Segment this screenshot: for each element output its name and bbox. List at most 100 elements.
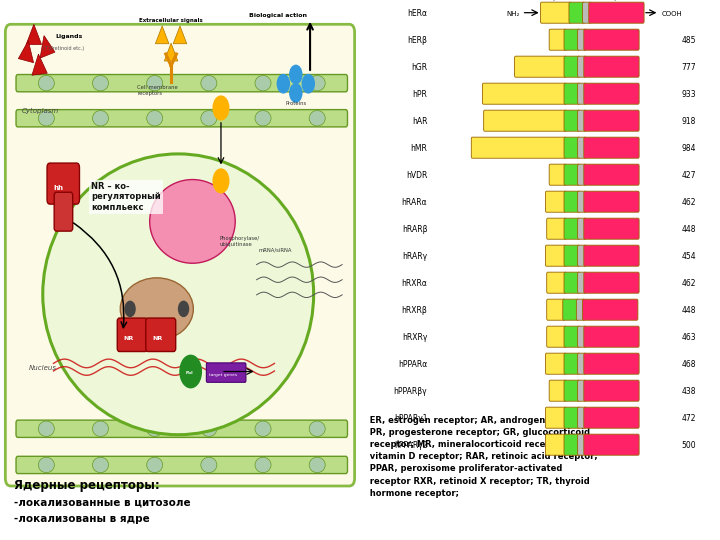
FancyBboxPatch shape: [584, 407, 639, 428]
FancyBboxPatch shape: [563, 299, 579, 320]
FancyBboxPatch shape: [582, 2, 591, 23]
Text: Biological action: Biological action: [249, 14, 307, 18]
Circle shape: [213, 96, 229, 120]
FancyBboxPatch shape: [16, 110, 348, 127]
Ellipse shape: [201, 421, 217, 436]
FancyBboxPatch shape: [564, 272, 580, 293]
Text: Pol: Pol: [185, 371, 193, 375]
FancyBboxPatch shape: [577, 56, 586, 77]
Ellipse shape: [255, 111, 271, 126]
FancyBboxPatch shape: [564, 29, 580, 50]
Ellipse shape: [309, 457, 325, 472]
FancyBboxPatch shape: [584, 191, 639, 212]
Text: 462: 462: [682, 198, 696, 207]
Text: Ligands: Ligands: [55, 34, 83, 39]
Text: Cytoplasm: Cytoplasm: [22, 109, 58, 114]
Text: -локализованы в ядре: -локализованы в ядре: [14, 514, 150, 524]
FancyBboxPatch shape: [577, 137, 586, 158]
FancyBboxPatch shape: [546, 299, 565, 320]
FancyBboxPatch shape: [584, 353, 639, 374]
FancyBboxPatch shape: [564, 434, 580, 455]
FancyBboxPatch shape: [549, 29, 566, 50]
Text: hRARα: hRARα: [402, 198, 427, 207]
FancyBboxPatch shape: [549, 380, 566, 401]
Text: 933: 933: [682, 90, 696, 99]
Ellipse shape: [147, 76, 163, 91]
FancyBboxPatch shape: [564, 164, 580, 185]
Ellipse shape: [92, 421, 109, 436]
Ellipse shape: [201, 111, 217, 126]
FancyBboxPatch shape: [584, 164, 639, 185]
FancyBboxPatch shape: [117, 318, 147, 352]
FancyBboxPatch shape: [207, 363, 246, 382]
Text: NH₂: NH₂: [506, 11, 520, 17]
FancyBboxPatch shape: [584, 245, 639, 266]
Text: NR: NR: [152, 336, 163, 341]
FancyBboxPatch shape: [577, 434, 586, 455]
Ellipse shape: [38, 457, 54, 472]
Ellipse shape: [92, 111, 109, 126]
Text: (T3/retinoid etc.): (T3/retinoid etc.): [42, 46, 84, 51]
FancyBboxPatch shape: [589, 2, 644, 23]
Text: hRXRγ: hRXRγ: [402, 333, 427, 342]
FancyBboxPatch shape: [577, 191, 586, 212]
Text: 427: 427: [682, 171, 696, 180]
FancyBboxPatch shape: [584, 137, 639, 158]
Text: NR: NR: [124, 336, 134, 341]
Text: NR – ко-
регуляторный
компльекс: NR – ко- регуляторный компльекс: [91, 182, 161, 212]
FancyBboxPatch shape: [577, 245, 586, 266]
FancyBboxPatch shape: [546, 218, 566, 239]
Text: 462: 462: [682, 279, 696, 288]
Text: Extracellular signals: Extracellular signals: [139, 18, 203, 23]
FancyBboxPatch shape: [16, 456, 348, 474]
FancyBboxPatch shape: [577, 407, 586, 428]
Text: C: C: [574, 0, 580, 1]
FancyBboxPatch shape: [546, 191, 566, 212]
FancyBboxPatch shape: [584, 110, 639, 131]
Text: Cell membrane
receptors: Cell membrane receptors: [138, 85, 178, 96]
Text: hERβ: hERβ: [408, 36, 427, 45]
Text: Phosphorylase/
ubiquitinase: Phosphorylase/ ubiquitinase: [219, 236, 259, 247]
FancyBboxPatch shape: [54, 192, 73, 231]
Ellipse shape: [92, 76, 109, 91]
FancyBboxPatch shape: [584, 83, 639, 104]
FancyBboxPatch shape: [564, 407, 580, 428]
FancyBboxPatch shape: [484, 110, 566, 131]
Ellipse shape: [38, 76, 54, 91]
FancyBboxPatch shape: [577, 110, 586, 131]
Circle shape: [289, 84, 302, 102]
Ellipse shape: [38, 111, 54, 126]
FancyBboxPatch shape: [577, 218, 586, 239]
Ellipse shape: [255, 457, 271, 472]
FancyBboxPatch shape: [546, 272, 566, 293]
FancyBboxPatch shape: [577, 272, 586, 293]
Text: A/B: A/B: [548, 0, 564, 1]
FancyBboxPatch shape: [584, 380, 639, 401]
Text: hRARγ: hRARγ: [402, 252, 427, 261]
FancyBboxPatch shape: [564, 245, 580, 266]
FancyBboxPatch shape: [5, 24, 355, 486]
Text: hRXRβ: hRXRβ: [402, 306, 427, 315]
FancyBboxPatch shape: [546, 434, 566, 455]
Text: 485: 485: [682, 36, 696, 45]
Text: mRNA/siRNA: mRNA/siRNA: [258, 247, 292, 252]
Text: D: D: [583, 0, 590, 1]
Text: hAR: hAR: [412, 117, 427, 126]
Text: hPPARγ1: hPPARγ1: [394, 414, 427, 423]
Text: hPR: hPR: [413, 90, 427, 99]
Ellipse shape: [309, 111, 325, 126]
FancyBboxPatch shape: [564, 83, 580, 104]
FancyBboxPatch shape: [546, 353, 566, 374]
Ellipse shape: [120, 278, 194, 340]
FancyBboxPatch shape: [515, 56, 566, 77]
Text: hPPARβγ: hPPARβγ: [394, 387, 427, 396]
Text: Nucleus: Nucleus: [29, 365, 56, 371]
FancyBboxPatch shape: [549, 164, 566, 185]
FancyBboxPatch shape: [564, 380, 580, 401]
FancyBboxPatch shape: [564, 137, 580, 158]
Text: 918: 918: [682, 117, 696, 126]
Text: hGR: hGR: [411, 63, 427, 72]
Circle shape: [302, 75, 315, 93]
FancyBboxPatch shape: [564, 56, 580, 77]
Text: Ядерные рецепторы:: Ядерные рецепторы:: [14, 478, 160, 492]
